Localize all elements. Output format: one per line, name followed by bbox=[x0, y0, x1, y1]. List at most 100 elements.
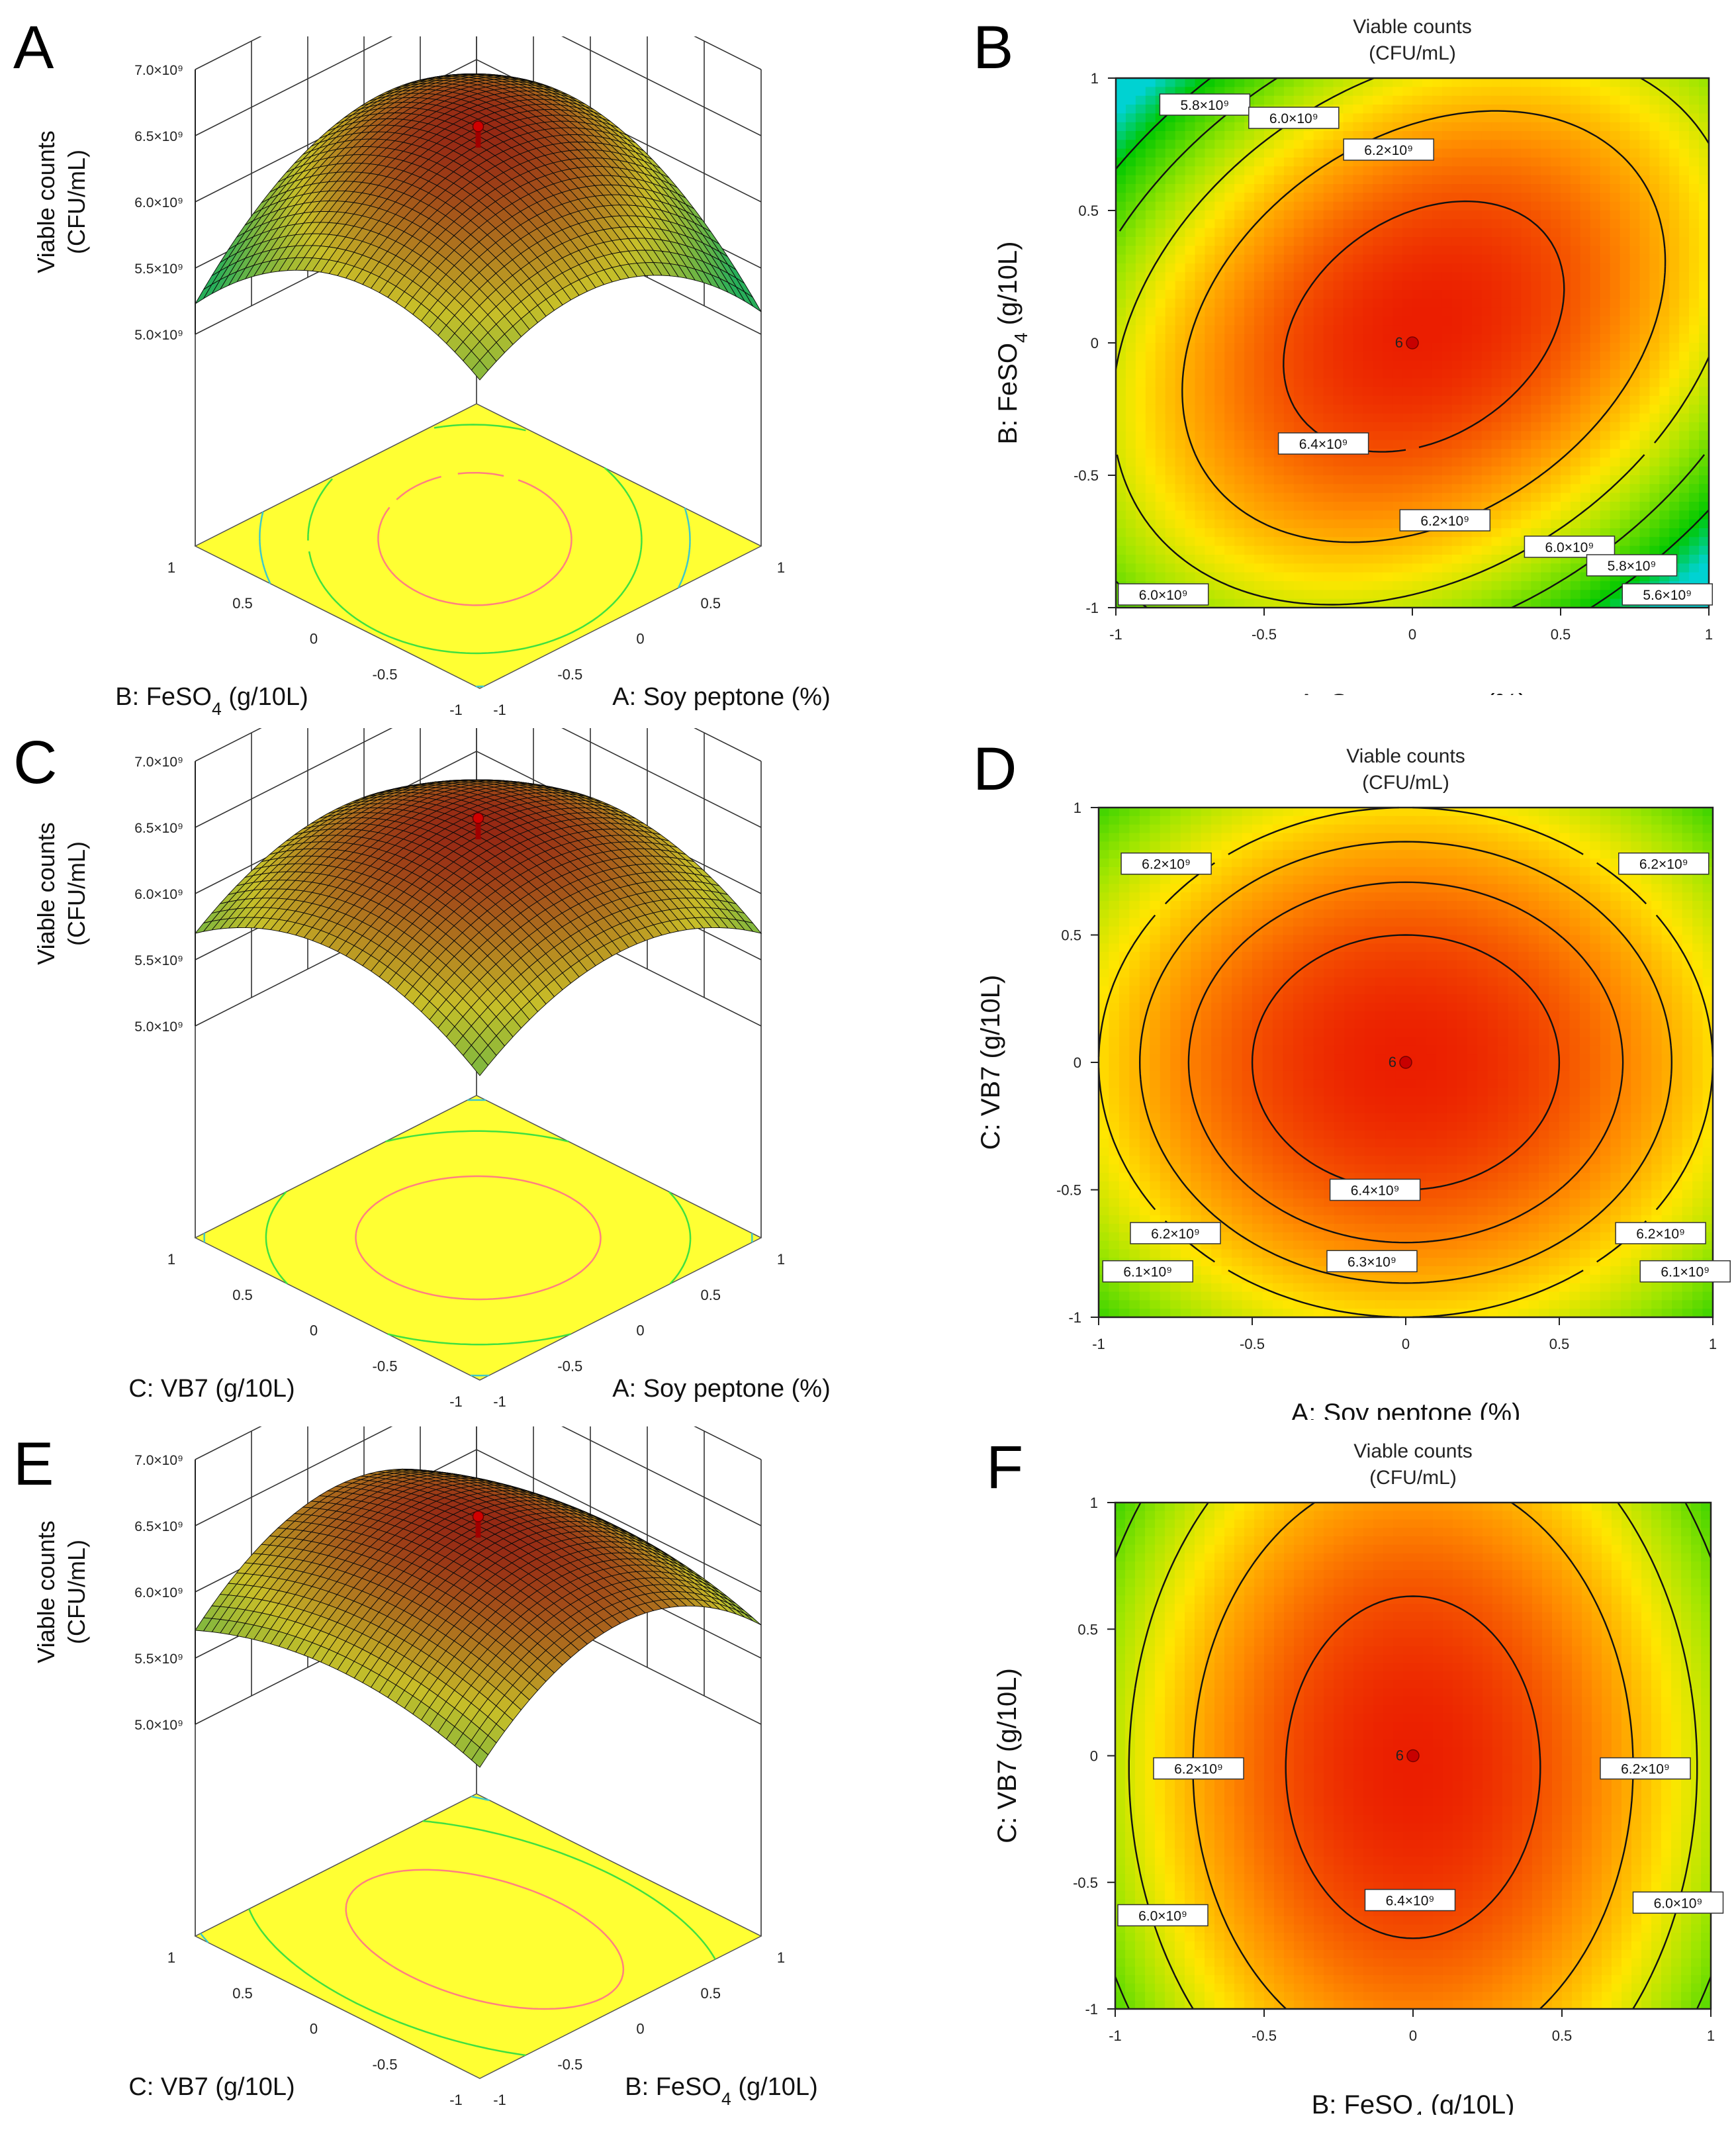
z-tick-label-E-1: 6.5×10⁹ bbox=[134, 1519, 183, 1534]
optimum-marker-A bbox=[472, 120, 484, 132]
contour-fill-D bbox=[1099, 808, 1713, 1318]
left-floor-tick-E-4: -1 bbox=[449, 2092, 463, 2108]
z-axis-label-C: Viable counts (CFU/mL) bbox=[32, 822, 90, 965]
left-floor-tick-C-4: -1 bbox=[449, 1393, 463, 1410]
panel-letter-A: A bbox=[13, 14, 54, 81]
design-center-label-D: 6 bbox=[1389, 1054, 1396, 1070]
x-tick-label-D-4: 1 bbox=[1709, 1336, 1717, 1352]
panel-letter-D: D bbox=[973, 735, 1017, 803]
contour-label-B-2: 6.2×10⁹ bbox=[1343, 138, 1434, 161]
x-tick-label-F-3: 0.5 bbox=[1552, 2027, 1573, 2044]
y-tick-label-F-0: 1 bbox=[1090, 1495, 1098, 1511]
left-floor-tick-E-2: 0 bbox=[310, 2021, 318, 2037]
design-center-label-F: 6 bbox=[1396, 1747, 1404, 1764]
response-surface-E bbox=[195, 1468, 762, 1768]
design-center-label-B: 6 bbox=[1395, 334, 1403, 351]
x-tick-label-D-3: 0.5 bbox=[1549, 1336, 1570, 1352]
z-tick-label-A-3: 5.5×10⁹ bbox=[134, 261, 183, 277]
contour-label-D-0: 6.2×10⁹ bbox=[1120, 852, 1212, 875]
optimum-marker-C bbox=[472, 812, 484, 824]
left-floor-axis-label-E: C: VB7 (g/10L) bbox=[128, 2073, 295, 2101]
right-floor-tick-E-3: 0.5 bbox=[700, 1985, 721, 2002]
contour-label-D-6: 6.1×10⁹ bbox=[1102, 1260, 1193, 1283]
left-floor-tick-A-0: 1 bbox=[167, 559, 175, 576]
z-tick-label-C-4: 5.0×10⁹ bbox=[134, 1019, 183, 1035]
right-floor-axis-label-A: A: Soy peptone (%) bbox=[612, 683, 831, 711]
contour-plot-D: 6.2×10⁹ 6.2×10⁹ 6.4×10⁹ 6.2×10⁹ 6.2×10⁹ 6.3×1… bbox=[976, 745, 1731, 1420]
x-tick-label-B-2: 0 bbox=[1408, 626, 1416, 643]
contour-label-F-1: 6.2×10⁹ bbox=[1600, 1757, 1691, 1780]
floor-contours-A bbox=[259, 424, 691, 688]
left-floor-axis-label-A: B: FeSO4 (g/10L) bbox=[115, 683, 308, 719]
contour-line-F-1 bbox=[1128, 1502, 1698, 2010]
y-tick-label-B-4: -1 bbox=[1085, 600, 1099, 616]
y-tick-label-B-0: 1 bbox=[1091, 70, 1099, 87]
right-floor-tick-E-4: 1 bbox=[777, 1949, 785, 1966]
z-tick-label-A-4: 5.0×10⁹ bbox=[134, 328, 183, 343]
contour-plot-B: 5.8×10⁹6.0×10⁹6.2×10⁹6.4×10⁹6.2×10⁹6.0×1… bbox=[993, 16, 1713, 695]
response-surface-C bbox=[194, 779, 762, 1076]
svg-text:Viable counts: Viable counts bbox=[32, 822, 60, 965]
left-floor-tick-C-1: 0.5 bbox=[232, 1287, 253, 1303]
y-tick-label-B-1: 0.5 bbox=[1078, 203, 1099, 219]
x-axis-label-B: A: Soy peptone (%) bbox=[1298, 689, 1528, 695]
contour-label-D-4: 6.2×10⁹ bbox=[1615, 1222, 1706, 1244]
left-floor-tick-A-1: 0.5 bbox=[232, 595, 253, 612]
right-floor-tick-C-4: 1 bbox=[777, 1251, 785, 1268]
y-tick-label-D-4: -1 bbox=[1068, 1309, 1081, 1326]
left-floor-tick-E-0: 1 bbox=[167, 1949, 175, 1966]
contour-label-B-6: 5.8×10⁹ bbox=[1586, 554, 1678, 577]
z-tick-label-C-1: 6.5×10⁹ bbox=[134, 821, 183, 836]
right-floor-tick-A-3: 0.5 bbox=[700, 595, 721, 612]
z-tick-label-E-2: 6.0×10⁹ bbox=[134, 1585, 183, 1601]
z-tick-label-E-3: 5.5×10⁹ bbox=[134, 1651, 183, 1667]
contour-label-F-3: 6.0×10⁹ bbox=[1117, 1904, 1209, 1927]
right-floor-tick-C-3: 0.5 bbox=[700, 1287, 721, 1303]
optimum-marker-E bbox=[472, 1511, 484, 1522]
y-tick-label-F-2: 0 bbox=[1090, 1748, 1098, 1765]
x-tick-label-F-1: -0.5 bbox=[1252, 2027, 1277, 2044]
contour-fill-F bbox=[1115, 1503, 1712, 2010]
surface-plot-C: 7.0×10⁹ 6.5×10⁹ 6.0×10⁹ 5.5×10⁹ 5.0×10⁹ 1 0.5 0… bbox=[32, 728, 831, 1410]
panel-letter-B: B bbox=[973, 14, 1014, 81]
contour-label-D-3: 6.2×10⁹ bbox=[1130, 1222, 1221, 1244]
contour-fill-B bbox=[1116, 78, 1710, 608]
contour-line-D-1 bbox=[1139, 841, 1672, 1284]
contour-label-D-7: 6.1×10⁹ bbox=[1639, 1260, 1731, 1283]
y-axis-label-B: B: FeSO4 (g/10L) bbox=[993, 242, 1031, 445]
left-floor-tick-A-4: -1 bbox=[449, 702, 463, 718]
z-tick-label-C-0: 7.0×10⁹ bbox=[134, 755, 183, 770]
left-floor-tick-C-2: 0 bbox=[310, 1323, 318, 1339]
y-tick-label-D-2: 0 bbox=[1074, 1054, 1081, 1071]
contour-line-F-3 bbox=[1285, 1595, 1541, 1939]
x-tick-label-B-4: 1 bbox=[1705, 626, 1713, 643]
right-floor-axis-label-C: A: Soy peptone (%) bbox=[612, 1375, 831, 1403]
y-tick-label-F-3: -0.5 bbox=[1073, 1875, 1098, 1891]
contour-label-D-1: 6.2×10⁹ bbox=[1618, 852, 1710, 875]
panel-letter-E: E bbox=[13, 1430, 54, 1498]
surface-plot-E: 7.0×10⁹ 6.5×10⁹ 6.0×10⁹ 5.5×10⁹ 5.0×10⁹ 1 0.5 0… bbox=[32, 1426, 818, 2109]
y-tick-label-B-2: 0 bbox=[1091, 335, 1099, 351]
surface-plot-A: 7.0×10⁹ 6.5×10⁹ 6.0×10⁹ 5.5×10⁹ 5.0×10⁹ 1 0.5 0… bbox=[32, 36, 831, 719]
y-tick-label-D-1: 0.5 bbox=[1061, 927, 1081, 944]
left-floor-tick-E-3: -0.5 bbox=[373, 2056, 398, 2072]
floor-projection-E bbox=[194, 1793, 762, 2079]
contour-label-B-3: 6.4×10⁹ bbox=[1277, 432, 1369, 455]
design-center-point-D bbox=[1399, 1056, 1412, 1069]
x-tick-label-D-2: 0 bbox=[1402, 1336, 1410, 1352]
right-floor-tick-C-2: 0 bbox=[636, 1323, 644, 1339]
contour-label-F-0: 6.2×10⁹ bbox=[1153, 1757, 1244, 1780]
right-floor-tick-A-2: 0 bbox=[636, 631, 644, 647]
contour-label-F-2: 6.4×10⁹ bbox=[1364, 1888, 1456, 1912]
right-floor-tick-C-0: -1 bbox=[493, 1393, 506, 1410]
panel-letter-F: F bbox=[986, 1434, 1024, 1501]
contour-plot-F: 6.2×10⁹ 6.2×10⁹ 6.4×10⁹ 6.0×10⁹ 6.0×10⁹ 6 -1 -0… bbox=[993, 1440, 1724, 2115]
z-tick-label-E-4: 5.0×10⁹ bbox=[134, 1718, 183, 1733]
z-tick-label-A-2: 6.0×10⁹ bbox=[134, 195, 183, 210]
z-axis-label-E: Viable counts (CFU/mL) bbox=[32, 1520, 90, 1663]
x-tick-label-D-0: -1 bbox=[1092, 1336, 1105, 1352]
z-tick-label-C-2: 6.0×10⁹ bbox=[134, 887, 183, 902]
x-tick-label-B-0: -1 bbox=[1109, 626, 1122, 643]
z-tick-label-E-0: 7.0×10⁹ bbox=[134, 1453, 183, 1468]
svg-text:(CFU/mL): (CFU/mL) bbox=[63, 1540, 90, 1644]
